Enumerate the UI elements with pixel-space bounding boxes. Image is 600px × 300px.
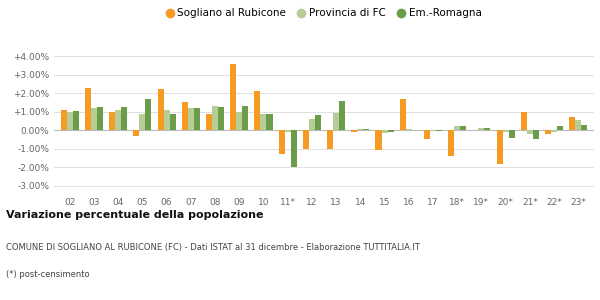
Bar	[351, 130, 357, 132]
Bar	[569, 117, 575, 130]
Legend: Sogliano al Rubicone, Provincia di FC, Em.-Romagna: Sogliano al Rubicone, Provincia di FC, E…	[167, 8, 481, 18]
Bar	[581, 124, 587, 130]
Bar	[382, 130, 388, 133]
Bar	[164, 110, 170, 130]
Bar	[254, 91, 260, 130]
Bar	[158, 89, 164, 130]
Text: Variazione percentuale della popolazione: Variazione percentuale della popolazione	[6, 210, 263, 220]
Bar	[327, 130, 333, 149]
Bar	[333, 112, 339, 130]
Bar	[557, 127, 563, 130]
Bar	[206, 114, 212, 130]
Bar	[236, 112, 242, 130]
Bar	[400, 99, 406, 130]
Bar	[212, 106, 218, 130]
Bar	[460, 127, 466, 130]
Bar	[436, 130, 442, 131]
Bar	[315, 116, 321, 130]
Text: (*) post-censimento: (*) post-censimento	[6, 270, 89, 279]
Bar	[478, 128, 484, 130]
Bar	[278, 130, 284, 154]
Bar	[454, 127, 460, 130]
Bar	[115, 110, 121, 130]
Bar	[218, 107, 224, 130]
Bar	[533, 130, 539, 140]
Text: COMUNE DI SOGLIANO AL RUBICONE (FC) - Dati ISTAT al 31 dicembre - Elaborazione T: COMUNE DI SOGLIANO AL RUBICONE (FC) - Da…	[6, 243, 420, 252]
Bar	[230, 64, 236, 130]
Bar	[145, 99, 151, 130]
Bar	[303, 130, 309, 149]
Bar	[61, 110, 67, 130]
Bar	[284, 130, 291, 132]
Bar	[527, 130, 533, 134]
Bar	[357, 129, 364, 130]
Bar	[97, 107, 103, 130]
Bar	[242, 106, 248, 130]
Bar	[291, 130, 297, 167]
Bar	[509, 130, 515, 138]
Bar	[109, 112, 115, 130]
Bar	[430, 130, 436, 131]
Bar	[188, 108, 194, 130]
Bar	[406, 129, 412, 130]
Bar	[448, 130, 454, 156]
Bar	[266, 114, 272, 130]
Bar	[194, 108, 200, 130]
Bar	[364, 129, 370, 130]
Bar	[133, 130, 139, 136]
Bar	[575, 120, 581, 130]
Bar	[182, 102, 188, 130]
Bar	[91, 108, 97, 130]
Bar	[339, 101, 345, 130]
Bar	[521, 112, 527, 130]
Bar	[260, 114, 266, 130]
Bar	[551, 130, 557, 132]
Bar	[121, 107, 127, 130]
Bar	[376, 130, 382, 150]
Bar	[503, 130, 509, 132]
Bar	[73, 111, 79, 130]
Bar	[388, 130, 394, 132]
Bar	[67, 112, 73, 130]
Bar	[484, 128, 490, 130]
Bar	[545, 130, 551, 134]
Bar	[170, 113, 176, 130]
Bar	[85, 88, 91, 130]
Bar	[309, 119, 315, 130]
Bar	[139, 113, 145, 130]
Bar	[424, 130, 430, 140]
Bar	[497, 130, 503, 164]
